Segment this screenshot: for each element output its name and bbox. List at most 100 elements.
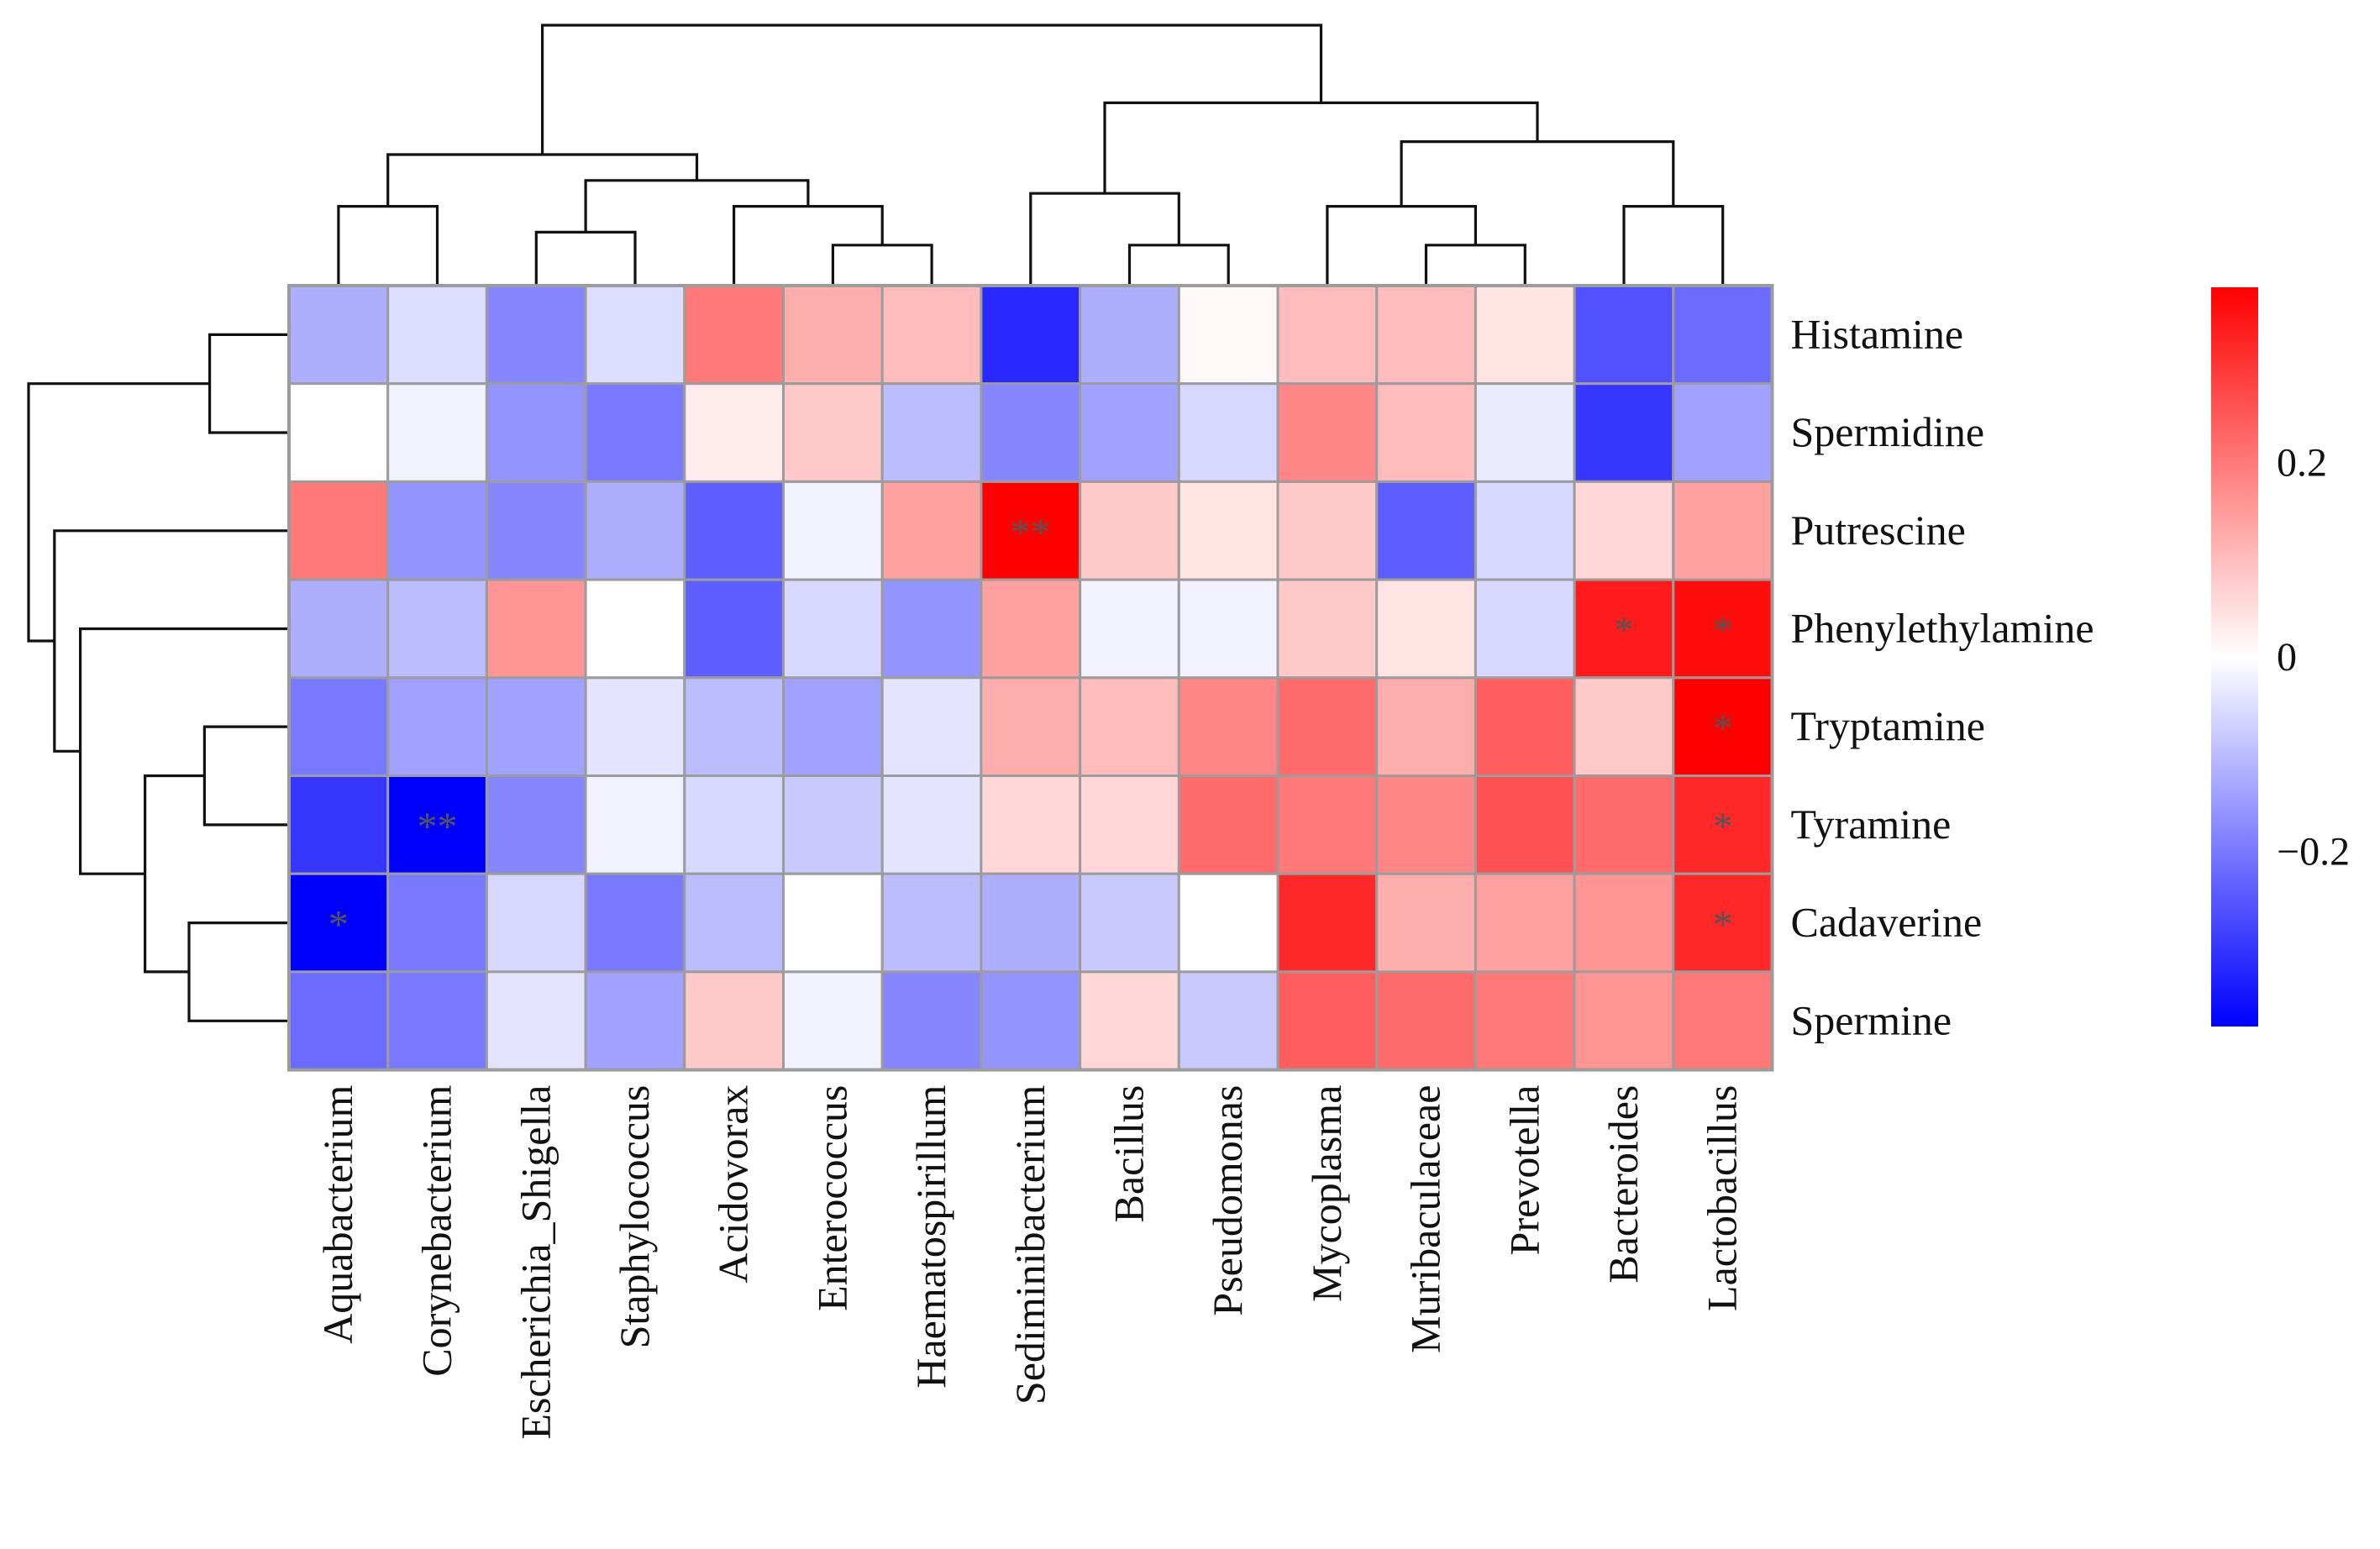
- dendrogram-branch: [1622, 205, 1725, 284]
- cell-spermine-bacteroides: [1573, 970, 1675, 1072]
- cell-histamine-corynebacterium: [386, 284, 488, 386]
- cell-spermine-sediminibacterium: [980, 970, 1082, 1072]
- cell-spermine-staphylococcus: [584, 970, 686, 1072]
- cell-putrescine-bacteroides: [1573, 480, 1675, 581]
- cell-spermine-haematospirillum: [880, 970, 983, 1072]
- significance-star: **: [1011, 511, 1051, 555]
- cell-cadaverine-pseudomonas: [1177, 872, 1279, 974]
- row-label-cadaverine: Cadaverine: [1791, 899, 1983, 946]
- cell-spermidine-corynebacterium: [386, 382, 488, 483]
- dendrogram-branch: [27, 382, 210, 643]
- cell-cadaverine-mycoplasma: [1276, 872, 1379, 974]
- cell-phenylethylamine-pseudomonas: [1177, 578, 1279, 680]
- cell-putrescine-lactobacillus: [1672, 480, 1774, 581]
- dendrogram-branch: [187, 922, 287, 1022]
- dendrogram-branch: [1029, 192, 1180, 284]
- heatmap-cells: [287, 284, 1774, 1072]
- row-label-tyramine: Tyramine: [1791, 801, 1952, 848]
- cell-cadaverine-acidovorax: [683, 872, 785, 974]
- dendrogram-branch: [534, 230, 637, 284]
- cell-cadaverine-staphylococcus: [584, 872, 686, 974]
- cell-histamine-bacillus: [1079, 284, 1180, 386]
- cell-cadaverine-muribaculaceae: [1375, 872, 1477, 974]
- cell-cadaverine-bacteroides: [1573, 872, 1675, 974]
- cell-tyramine-enterococcus: [782, 774, 884, 875]
- dendrogram-branch: [53, 529, 287, 753]
- column-label-prevotella: Prevotella: [1500, 1085, 1547, 1256]
- cell-putrescine-bacillus: [1079, 480, 1180, 581]
- cell-tryptamine-mycoplasma: [1276, 676, 1379, 777]
- cell-phenylethylamine-prevotella: [1474, 578, 1576, 680]
- cell-cadaverine-aquabacterium: [287, 872, 390, 974]
- cell-tryptamine-enterococcus: [782, 676, 884, 777]
- cell-histamine-acidovorax: [683, 284, 785, 386]
- cell-tryptamine-escherichia-shigella: [485, 676, 587, 777]
- significance-star: **: [418, 805, 458, 849]
- cell-tyramine-bacteroides: [1573, 774, 1675, 875]
- cell-histamine-haematospirillum: [880, 284, 983, 386]
- dendrogram-branch: [202, 725, 287, 827]
- cell-tryptamine-pseudomonas: [1177, 676, 1279, 777]
- cell-tryptamine-aquabacterium: [287, 676, 390, 777]
- column-label-staphylococcus: Staphylococcus: [611, 1085, 658, 1349]
- cell-tryptamine-acidovorax: [683, 676, 785, 777]
- cell-tryptamine-bacillus: [1079, 676, 1180, 777]
- cell-histamine-escherichia-shigella: [485, 284, 587, 386]
- column-label-mycoplasma: Mycoplasma: [1303, 1085, 1350, 1302]
- cell-histamine-muribaculaceae: [1375, 284, 1477, 386]
- cell-tryptamine-haematospirillum: [880, 676, 983, 777]
- cell-spermine-bacillus: [1079, 970, 1180, 1072]
- cell-putrescine-pseudomonas: [1177, 480, 1279, 581]
- cell-histamine-aquabacterium: [287, 284, 390, 386]
- row-labels: Histamine Spermidine Putrescine Phenylethyl…: [1791, 310, 2094, 1043]
- heatmap-border: [287, 284, 1774, 1072]
- cell-phenylethylamine-aquabacterium: [287, 578, 390, 680]
- cell-tyramine-prevotella: [1474, 774, 1576, 875]
- column-label-haematospirillum: Haematospirillum: [907, 1085, 954, 1389]
- column-label-enterococcus: Enterococcus: [808, 1085, 855, 1311]
- significance-star: *: [1713, 609, 1733, 654]
- cell-spermidine-prevotella: [1474, 382, 1576, 483]
- cell-spermidine-haematospirillum: [880, 382, 983, 483]
- cell-putrescine-mycoplasma: [1276, 480, 1379, 581]
- row-label-putrescine: Putrescine: [1791, 507, 1966, 554]
- colorbar-gradient: [2211, 287, 2258, 1027]
- dendrogram-branch: [1424, 244, 1526, 284]
- colorbar-tick-label: −0.2: [2277, 830, 2350, 874]
- cell-histamine-sediminibacterium: [980, 284, 1082, 386]
- cell-spermidine-mycoplasma: [1276, 382, 1379, 483]
- cell-phenylethylamine-staphylococcus: [584, 578, 686, 680]
- cell-spermine-acidovorax: [683, 970, 785, 1072]
- cell-spermine-muribaculaceae: [1375, 970, 1477, 1072]
- row-label-phenylethylamine: Phenylethylamine: [1791, 605, 2094, 652]
- cell-spermine-prevotella: [1474, 970, 1576, 1072]
- cell-histamine-lactobacillus: [1672, 284, 1774, 386]
- cell-tryptamine-corynebacterium: [386, 676, 488, 777]
- column-label-lactobacillus: Lactobacillus: [1699, 1085, 1746, 1311]
- cell-tryptamine-staphylococcus: [584, 676, 686, 777]
- column-label-pseudomonas: Pseudomonas: [1204, 1085, 1251, 1316]
- cell-spermidine-sediminibacterium: [980, 382, 1082, 483]
- cell-spermidine-enterococcus: [782, 382, 884, 483]
- cell-putrescine-corynebacterium: [386, 480, 488, 581]
- cell-putrescine-aquabacterium: [287, 480, 390, 581]
- dendrogram-branch: [1127, 244, 1230, 284]
- cell-phenylethylamine-muribaculaceae: [1375, 578, 1477, 680]
- cell-tyramine-acidovorax: [683, 774, 785, 875]
- cell-spermidine-escherichia-shigella: [485, 382, 587, 483]
- cell-tyramine-bacillus: [1079, 774, 1180, 875]
- row-dendrogram: [27, 333, 287, 1022]
- column-label-escherichia-shigella: Escherichia_Shigella: [512, 1085, 559, 1440]
- cell-tyramine-aquabacterium: [287, 774, 390, 875]
- cell-histamine-prevotella: [1474, 284, 1576, 386]
- cell-cadaverine-enterococcus: [782, 872, 884, 974]
- cell-tryptamine-sediminibacterium: [980, 676, 1082, 777]
- cell-spermidine-staphylococcus: [584, 382, 686, 483]
- cell-phenylethylamine-sediminibacterium: [980, 578, 1082, 680]
- cell-putrescine-acidovorax: [683, 480, 785, 581]
- cell-putrescine-enterococcus: [782, 480, 884, 581]
- cell-cadaverine-prevotella: [1474, 872, 1576, 974]
- cell-tryptamine-muribaculaceae: [1375, 676, 1477, 777]
- significance-markers: *** **** ** *: [328, 511, 1733, 948]
